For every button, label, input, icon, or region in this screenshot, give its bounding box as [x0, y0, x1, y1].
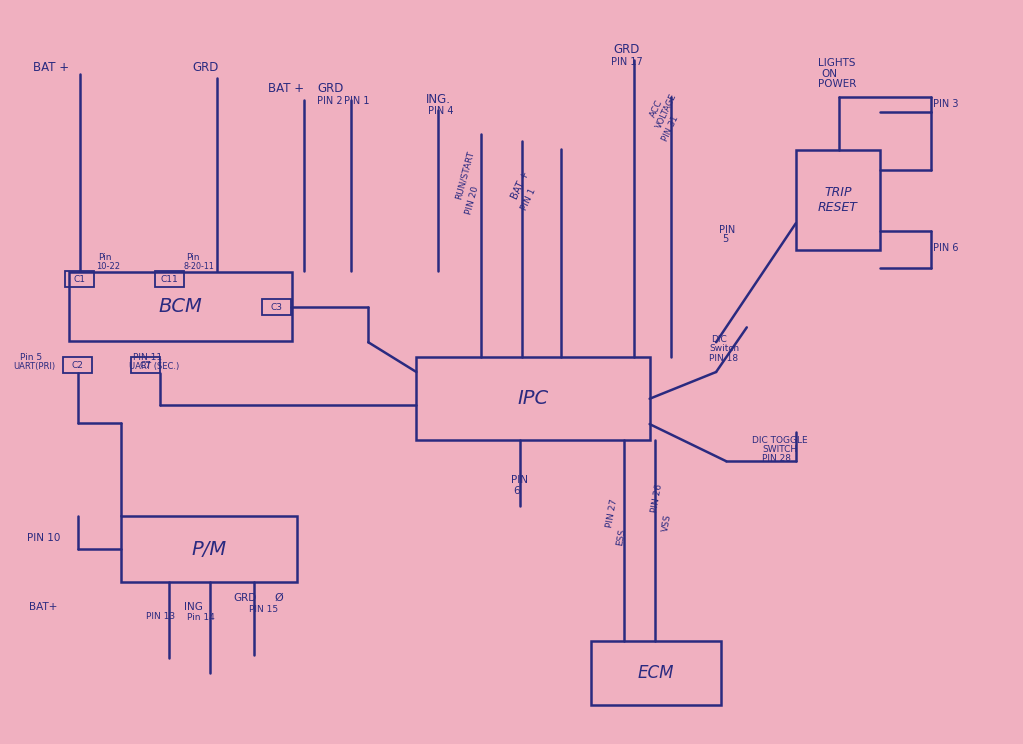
Text: Pin 14: Pin 14	[187, 613, 215, 622]
Text: ON: ON	[821, 69, 838, 79]
Text: ING.: ING.	[426, 93, 450, 106]
Text: Pin: Pin	[186, 253, 199, 262]
Text: PIN 1: PIN 1	[344, 96, 369, 106]
Text: PIN 15: PIN 15	[249, 605, 277, 614]
Text: BAT +: BAT +	[268, 83, 304, 95]
Text: 8-20-11: 8-20-11	[183, 262, 214, 271]
Text: C1: C1	[74, 275, 86, 283]
Text: BCM: BCM	[159, 297, 202, 315]
Text: PIN 26: PIN 26	[650, 484, 664, 513]
Text: BAT+: BAT+	[29, 602, 57, 612]
Text: UART(PRI): UART(PRI)	[13, 362, 55, 371]
Text: DIC: DIC	[711, 335, 726, 344]
Text: P/M: P/M	[191, 539, 226, 559]
Text: PIN 31: PIN 31	[661, 115, 680, 143]
Text: BAT +: BAT +	[509, 170, 531, 201]
Text: PIN 20: PIN 20	[464, 185, 480, 216]
Text: 6: 6	[514, 486, 520, 496]
Text: Pin: Pin	[98, 253, 112, 262]
Text: PIN 1: PIN 1	[520, 187, 538, 212]
Text: PIN: PIN	[719, 225, 736, 235]
Text: PIN 10: PIN 10	[27, 533, 60, 543]
Text: GRD: GRD	[614, 43, 640, 56]
Text: ESS: ESS	[615, 528, 627, 547]
Text: Pin 5: Pin 5	[20, 353, 43, 362]
Text: IPC: IPC	[518, 389, 548, 408]
Text: VOLTAGE: VOLTAGE	[655, 92, 678, 130]
Text: GRD: GRD	[317, 83, 344, 95]
Text: 5: 5	[722, 234, 728, 244]
Text: PIN 4: PIN 4	[428, 106, 453, 116]
Text: PIN 3: PIN 3	[933, 99, 959, 109]
Text: PIN 11: PIN 11	[133, 353, 162, 362]
Text: C2: C2	[72, 361, 84, 370]
Text: LIGHTS: LIGHTS	[818, 59, 856, 68]
Text: RUN/START: RUN/START	[454, 150, 476, 201]
Text: PIN 28: PIN 28	[762, 454, 791, 463]
Text: DIC TOGGLE: DIC TOGGLE	[752, 436, 807, 445]
Text: Switch: Switch	[709, 344, 739, 353]
Text: UART (SEC.): UART (SEC.)	[129, 362, 179, 371]
Text: PIN 27: PIN 27	[605, 498, 619, 528]
Text: TRIP
RESET: TRIP RESET	[818, 186, 857, 214]
Text: GRD: GRD	[233, 593, 257, 603]
Text: PIN 17: PIN 17	[611, 57, 642, 67]
Text: ACC: ACC	[649, 98, 665, 119]
Text: PIN 13: PIN 13	[146, 612, 175, 621]
Text: C7: C7	[139, 361, 151, 370]
Text: PIN 6: PIN 6	[933, 243, 959, 253]
Text: SWITCH: SWITCH	[762, 445, 797, 454]
Text: BAT +: BAT +	[33, 62, 69, 74]
Text: GRD: GRD	[192, 62, 219, 74]
Text: ING: ING	[184, 602, 203, 612]
Text: 10-22: 10-22	[96, 262, 120, 271]
Text: PIN: PIN	[512, 475, 529, 485]
Text: PIN 18: PIN 18	[709, 354, 738, 363]
Text: C3: C3	[270, 303, 282, 312]
Text: PIN 2: PIN 2	[317, 96, 343, 106]
Text: C11: C11	[161, 275, 179, 283]
Text: ECM: ECM	[638, 664, 674, 682]
Text: Ø: Ø	[274, 593, 283, 603]
Text: VSS: VSS	[661, 513, 673, 532]
Text: POWER: POWER	[818, 80, 857, 89]
